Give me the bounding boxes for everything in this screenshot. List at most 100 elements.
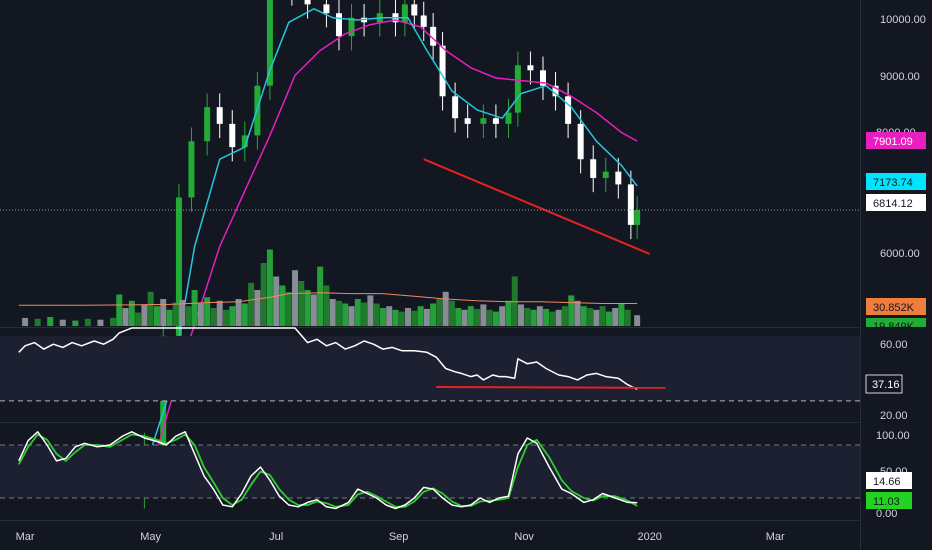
volume-bar <box>266 249 273 326</box>
volume-bar <box>135 312 142 326</box>
candle-body <box>241 135 248 148</box>
ema-short-line <box>143 8 638 471</box>
stoch-d-value: 11.03 <box>873 496 900 508</box>
stoch-d-line <box>18 433 638 508</box>
volume-bar <box>141 304 148 326</box>
candle-body <box>565 96 572 124</box>
volume-bar <box>342 303 349 326</box>
volume-bar <box>568 295 575 326</box>
volume-bar <box>310 294 317 326</box>
candle-body <box>602 171 609 178</box>
volume-bar <box>254 290 261 326</box>
volume-bar <box>166 309 173 326</box>
volume-value: 19.849K <box>873 321 915 333</box>
candle-body <box>348 17 355 37</box>
rsi-value: 37.16 <box>872 379 900 391</box>
candle-body <box>492 118 499 124</box>
volume-bar <box>411 310 418 326</box>
volume-bar <box>304 290 311 326</box>
volume-bar <box>335 300 342 326</box>
volume-bar <box>524 308 531 326</box>
stoch-tick-label: 100.00 <box>876 430 910 442</box>
volume-bar <box>436 299 443 326</box>
volume-bar <box>273 276 280 326</box>
volume-bar <box>634 315 641 326</box>
volume-bar <box>492 311 499 326</box>
price-tick-label: 9000.00 <box>880 71 920 83</box>
volume-bar <box>405 308 412 326</box>
candle-body <box>216 107 223 124</box>
volume-bar <box>373 303 380 326</box>
volume-bar <box>204 297 211 326</box>
candle-body <box>577 123 584 160</box>
volume-bar <box>216 300 223 326</box>
candle-body <box>505 112 512 124</box>
volume-bar <box>612 308 619 326</box>
rsi-line <box>18 327 638 390</box>
stoch-pane <box>0 431 860 510</box>
volume-bar <box>455 308 462 326</box>
volume-bar <box>486 309 493 326</box>
price-tick-label: 6000.00 <box>880 248 920 260</box>
candle-body <box>452 96 459 119</box>
volume-ma-value: 30.852K <box>873 302 915 314</box>
candle-body <box>204 107 211 142</box>
candle-body <box>430 26 437 46</box>
volume-bar <box>474 308 481 326</box>
candle-body <box>439 45 446 97</box>
volume-ma-badge <box>866 298 926 315</box>
rsi-band <box>0 336 860 401</box>
last-price-badge <box>866 194 926 211</box>
candle-body <box>323 4 330 14</box>
candle-body <box>411 4 418 16</box>
volume-bar <box>179 299 186 326</box>
candle-body <box>229 123 236 148</box>
stoch-tick-label: 0.00 <box>876 508 897 520</box>
volume-bar <box>561 306 568 326</box>
volume-bar <box>430 303 437 326</box>
volume-bar <box>22 317 29 326</box>
rsi-tick-label: 20.00 <box>880 410 908 422</box>
volume-bar <box>84 318 91 326</box>
time-tick-label: Jul <box>269 531 283 543</box>
volume-bar <box>279 285 286 326</box>
volume-bar <box>128 300 135 326</box>
volume-bar <box>172 302 179 326</box>
volume-bar <box>97 319 104 326</box>
volume-bar <box>398 311 405 326</box>
ema-short-value: 7173.74 <box>873 177 913 189</box>
volume-bar <box>624 309 631 326</box>
candle-body <box>304 0 311 5</box>
volume-bar <box>354 299 361 326</box>
volume-bar <box>185 306 192 326</box>
time-axis: Mar May Jul Sep Nov 2020 Mar <box>16 531 785 543</box>
volume-bar <box>605 311 612 326</box>
volume-bar <box>348 306 355 326</box>
volume-bar <box>587 308 594 326</box>
volume-bar <box>530 309 537 326</box>
candle-body <box>634 210 641 225</box>
time-tick-label: 2020 <box>637 531 661 543</box>
volume-bar <box>72 320 79 326</box>
price-pane <box>0 0 860 509</box>
volume-bar <box>367 295 374 326</box>
time-tick-label: Sep <box>389 531 409 543</box>
rsi-trendline <box>436 386 666 389</box>
volume-bar <box>543 308 550 326</box>
candle-body <box>514 65 521 113</box>
volume-bar <box>379 308 386 326</box>
volume-bar <box>536 306 543 326</box>
volume-bar <box>235 299 242 326</box>
candle-body <box>175 197 182 336</box>
volume-bar <box>329 299 336 326</box>
candle-body <box>527 65 534 71</box>
ema-long-value: 7901.09 <box>873 136 913 148</box>
volume-badge <box>866 318 926 327</box>
volume-bar <box>153 306 160 326</box>
volume-bar <box>461 309 468 326</box>
volume-bar <box>122 308 129 326</box>
stoch-k-value: 14.66 <box>873 476 901 488</box>
volume-bar <box>59 319 66 326</box>
candle-body <box>590 159 597 178</box>
